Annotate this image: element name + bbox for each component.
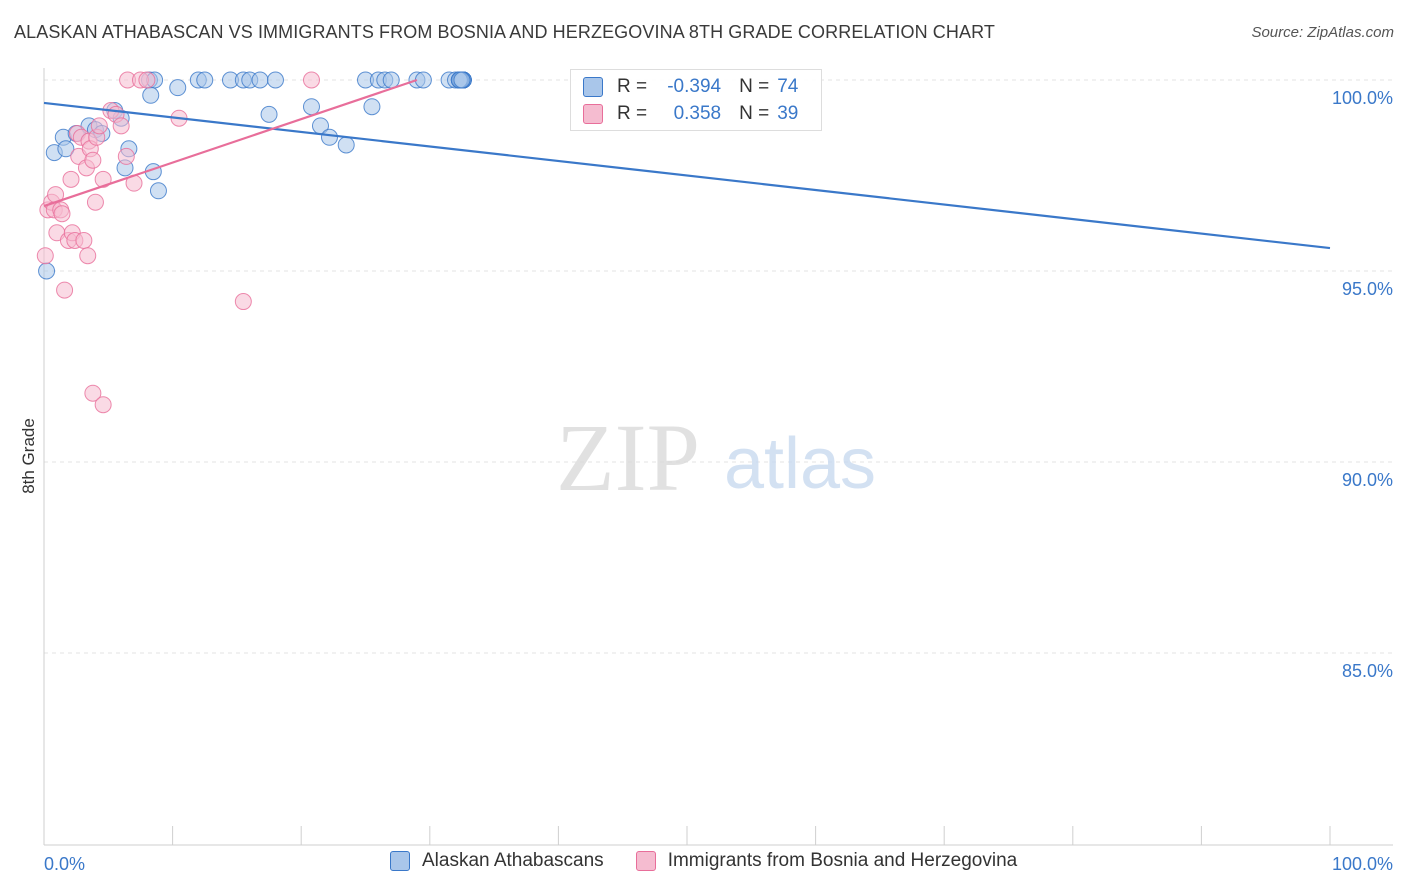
data-point-athabascan bbox=[57, 140, 75, 158]
legend-label: Immigrants from Bosnia and Herzegovina bbox=[667, 850, 1018, 871]
data-point-athabascan bbox=[260, 105, 278, 123]
data-point-bosnia bbox=[36, 247, 54, 265]
data-point-bosnia bbox=[138, 71, 156, 89]
data-point-bosnia bbox=[86, 193, 104, 211]
data-point-bosnia bbox=[302, 71, 320, 89]
trend-lines bbox=[43, 78, 1331, 250]
data-point-athabascan bbox=[251, 71, 269, 89]
data-point-bosnia bbox=[117, 147, 135, 165]
data-point-bosnia bbox=[53, 205, 71, 223]
n-label: N = bbox=[739, 76, 770, 97]
watermark-atlas: atlas bbox=[724, 424, 876, 504]
blue-swatch bbox=[583, 77, 603, 97]
data-point-bosnia bbox=[84, 151, 102, 169]
data-point-bosnia bbox=[84, 384, 102, 402]
data-point-athabascan bbox=[169, 79, 187, 97]
legend-item-athabascans[interactable]: Alaskan Athabascans bbox=[390, 850, 604, 872]
data-point-bosnia bbox=[90, 117, 108, 135]
r-label: R = bbox=[617, 103, 648, 124]
trend-line-bosnia bbox=[43, 78, 418, 208]
n-value: 74 bbox=[777, 76, 799, 97]
legend-item-bosnia[interactable]: Immigrants from Bosnia and Herzegovina bbox=[635, 850, 1018, 872]
data-point-bosnia bbox=[234, 293, 252, 311]
trend-line-athabascan bbox=[43, 101, 1331, 250]
data-point-athabascan bbox=[266, 71, 284, 89]
x-tick-label: 0.0% bbox=[44, 854, 85, 874]
y-tick-label: 95.0% bbox=[1342, 279, 1393, 299]
data-point-bosnia bbox=[94, 396, 112, 414]
legend-label: Alaskan Athabascans bbox=[422, 850, 604, 871]
data-point-athabascan bbox=[320, 128, 338, 146]
data-point-athabascan bbox=[142, 86, 160, 104]
data-point-athabascan bbox=[414, 71, 432, 89]
correlation-stats: R = -0.394 N = 74 R = 0.358 N = 39 bbox=[570, 69, 822, 131]
r-label: R = bbox=[617, 76, 648, 97]
y-tick-label: 100.0% bbox=[1332, 88, 1393, 108]
watermark: ZIP atlas bbox=[556, 404, 876, 511]
stats-row-blue: R = -0.394 N = 74 bbox=[583, 74, 798, 100]
data-point-bosnia bbox=[75, 231, 93, 249]
watermark-zip: ZIP bbox=[556, 404, 700, 511]
y-tick-label: 85.0% bbox=[1342, 661, 1393, 681]
data-point-athabascan bbox=[337, 136, 355, 154]
gridlines bbox=[44, 79, 1393, 654]
data-point-athabascan bbox=[382, 71, 400, 89]
source-credit: Source: ZipAtlas.com bbox=[1251, 24, 1394, 41]
blue-swatch bbox=[390, 851, 410, 871]
data-point-bosnia bbox=[56, 281, 74, 299]
data-point-athabascan bbox=[196, 71, 214, 89]
r-value: 0.358 bbox=[673, 103, 722, 124]
pink-swatch bbox=[583, 104, 603, 124]
data-points bbox=[36, 71, 472, 414]
pink-swatch bbox=[635, 851, 656, 871]
stats-row-pink: R = 0.358 N = 39 bbox=[583, 101, 798, 127]
data-point-bosnia bbox=[79, 247, 97, 265]
n-value: 39 bbox=[777, 103, 799, 124]
data-point-athabascan bbox=[302, 98, 320, 116]
axis-labels: 100.0% 95.0% 90.0% 85.0% 0.0% 100.0% bbox=[44, 88, 1393, 874]
axes bbox=[43, 68, 1393, 846]
data-point-athabascan bbox=[453, 71, 471, 89]
data-point-athabascan bbox=[149, 182, 167, 200]
r-value: -0.394 bbox=[667, 76, 722, 97]
data-point-athabascan bbox=[38, 262, 56, 280]
chart-title: ALASKAN ATHABASCAN VS IMMIGRANTS FROM BO… bbox=[14, 22, 995, 42]
data-point-bosnia bbox=[62, 170, 80, 188]
y-tick-label: 90.0% bbox=[1342, 470, 1393, 490]
n-label: N = bbox=[739, 103, 770, 124]
data-point-bosnia bbox=[94, 170, 112, 188]
chart-legend: Alaskan Athabascans Immigrants from Bosn… bbox=[390, 850, 1049, 872]
data-point-athabascan bbox=[363, 98, 381, 116]
data-point-bosnia bbox=[112, 117, 130, 135]
x-tick-label: 100.0% bbox=[1332, 854, 1393, 874]
y-axis-title: 8th Grade bbox=[19, 418, 38, 494]
